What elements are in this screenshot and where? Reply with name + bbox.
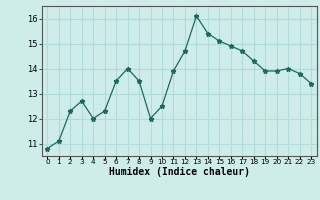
X-axis label: Humidex (Indice chaleur): Humidex (Indice chaleur)	[109, 167, 250, 177]
